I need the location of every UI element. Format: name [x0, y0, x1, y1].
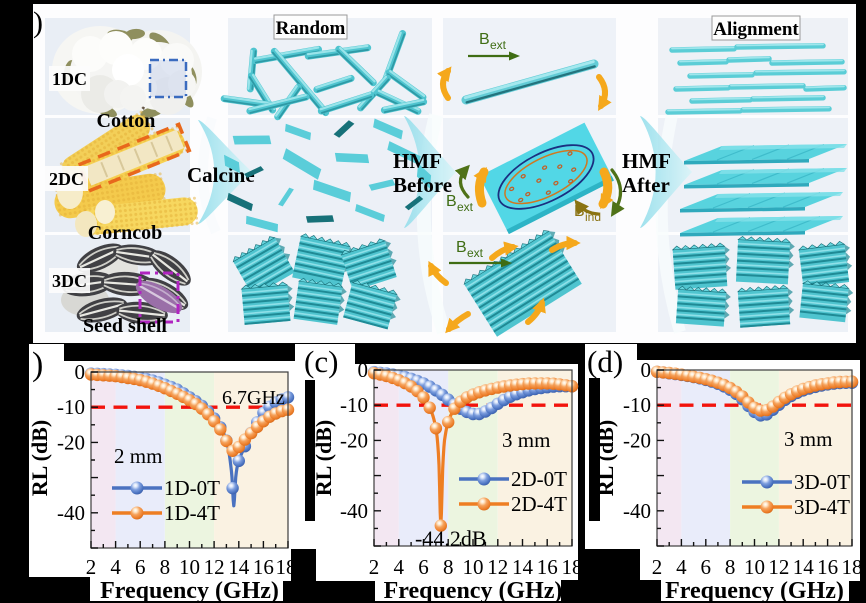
- svg-text:Cotton: Cotton: [97, 110, 156, 132]
- svg-text:3D-0T: 3D-0T: [794, 470, 850, 494]
- svg-text:2: 2: [86, 555, 97, 579]
- svg-text:14: 14: [512, 555, 534, 579]
- svg-text:0: 0: [641, 358, 652, 382]
- svg-text:8: 8: [725, 555, 736, 579]
- svg-text:1DC: 1DC: [52, 69, 87, 89]
- svg-text:ext: ext: [457, 200, 474, 214]
- svg-text:4: 4: [394, 555, 405, 579]
- svg-text:2: 2: [369, 555, 380, 579]
- svg-text:ext: ext: [490, 38, 507, 52]
- svg-text:): ): [32, 346, 43, 383]
- svg-text:12: 12: [768, 555, 789, 579]
- svg-text:Corncob: Corncob: [88, 222, 162, 244]
- svg-text:6.7GHz: 6.7GHz: [222, 387, 285, 409]
- svg-text:-20: -20: [57, 430, 85, 454]
- svg-text:Before: Before: [393, 173, 452, 197]
- svg-text:-40: -40: [623, 499, 651, 523]
- svg-text:1D-4T: 1D-4T: [164, 501, 220, 525]
- svg-text:16: 16: [253, 555, 274, 579]
- svg-text:HMF: HMF: [622, 149, 671, 173]
- svg-text:3DC: 3DC: [52, 271, 87, 291]
- svg-text:-20: -20: [623, 428, 651, 452]
- svg-text:-10: -10: [340, 393, 368, 417]
- svg-text:4: 4: [110, 555, 121, 579]
- svg-text:4: 4: [676, 555, 687, 579]
- svg-text:After: After: [622, 173, 670, 197]
- svg-text:10: 10: [179, 555, 200, 579]
- svg-text:6: 6: [701, 555, 712, 579]
- svg-text:12: 12: [204, 555, 225, 579]
- svg-text:Random: Random: [276, 18, 346, 39]
- svg-text:B: B: [574, 203, 585, 220]
- svg-text:): ): [33, 6, 43, 39]
- svg-text:10: 10: [463, 555, 484, 579]
- svg-text:3 mm: 3 mm: [502, 428, 550, 452]
- svg-text:B: B: [446, 193, 457, 210]
- svg-text:8: 8: [160, 555, 171, 579]
- svg-text:-20: -20: [340, 428, 368, 452]
- svg-text:6: 6: [135, 555, 146, 579]
- svg-text:ext: ext: [467, 246, 484, 260]
- svg-text:ind: ind: [585, 210, 601, 224]
- svg-text:-10: -10: [57, 395, 85, 419]
- svg-text:18: 18: [562, 555, 583, 579]
- svg-text:(c): (c): [304, 344, 338, 379]
- svg-text:Alignment: Alignment: [713, 19, 799, 40]
- svg-text:-44.2dB: -44.2dB: [415, 526, 487, 551]
- svg-text:-10: -10: [623, 393, 651, 417]
- svg-text:6: 6: [418, 555, 429, 579]
- svg-text:-40: -40: [57, 501, 85, 525]
- svg-text:Frequency (GHz): Frequency (GHz): [100, 578, 279, 603]
- svg-text:B: B: [479, 31, 490, 48]
- svg-text:0: 0: [358, 358, 369, 382]
- svg-text:2DC: 2DC: [49, 169, 84, 189]
- svg-text:12: 12: [487, 555, 508, 579]
- svg-text:1D-0T: 1D-0T: [164, 476, 220, 500]
- svg-text:(d): (d): [587, 344, 623, 379]
- svg-text:2D-0T: 2D-0T: [511, 467, 567, 491]
- svg-text:14: 14: [228, 555, 250, 579]
- svg-text:Seed shell: Seed shell: [83, 315, 167, 337]
- svg-text:RL (dB): RL (dB): [311, 420, 336, 496]
- svg-text:10: 10: [744, 555, 765, 579]
- svg-text:Calcine: Calcine: [187, 163, 255, 187]
- svg-text:3D-4T: 3D-4T: [794, 495, 850, 519]
- svg-text:8: 8: [443, 555, 454, 579]
- svg-text:0: 0: [75, 360, 86, 384]
- svg-text:Frequency (GHz): Frequency (GHz): [384, 578, 563, 603]
- svg-text:Frequency (GHz): Frequency (GHz): [665, 578, 844, 603]
- svg-text:16: 16: [817, 555, 838, 579]
- svg-text:B: B: [456, 239, 467, 256]
- svg-text:3 mm: 3 mm: [784, 427, 832, 451]
- svg-text:RL (dB): RL (dB): [27, 420, 52, 496]
- svg-text:18: 18: [842, 555, 863, 579]
- svg-text:2: 2: [652, 555, 663, 579]
- svg-text:16: 16: [537, 555, 558, 579]
- svg-text:2 mm: 2 mm: [114, 444, 162, 468]
- svg-text:2D-4T: 2D-4T: [511, 492, 567, 516]
- svg-text:HMF: HMF: [393, 149, 442, 173]
- svg-text:-40: -40: [340, 499, 368, 523]
- svg-text:14: 14: [793, 555, 815, 579]
